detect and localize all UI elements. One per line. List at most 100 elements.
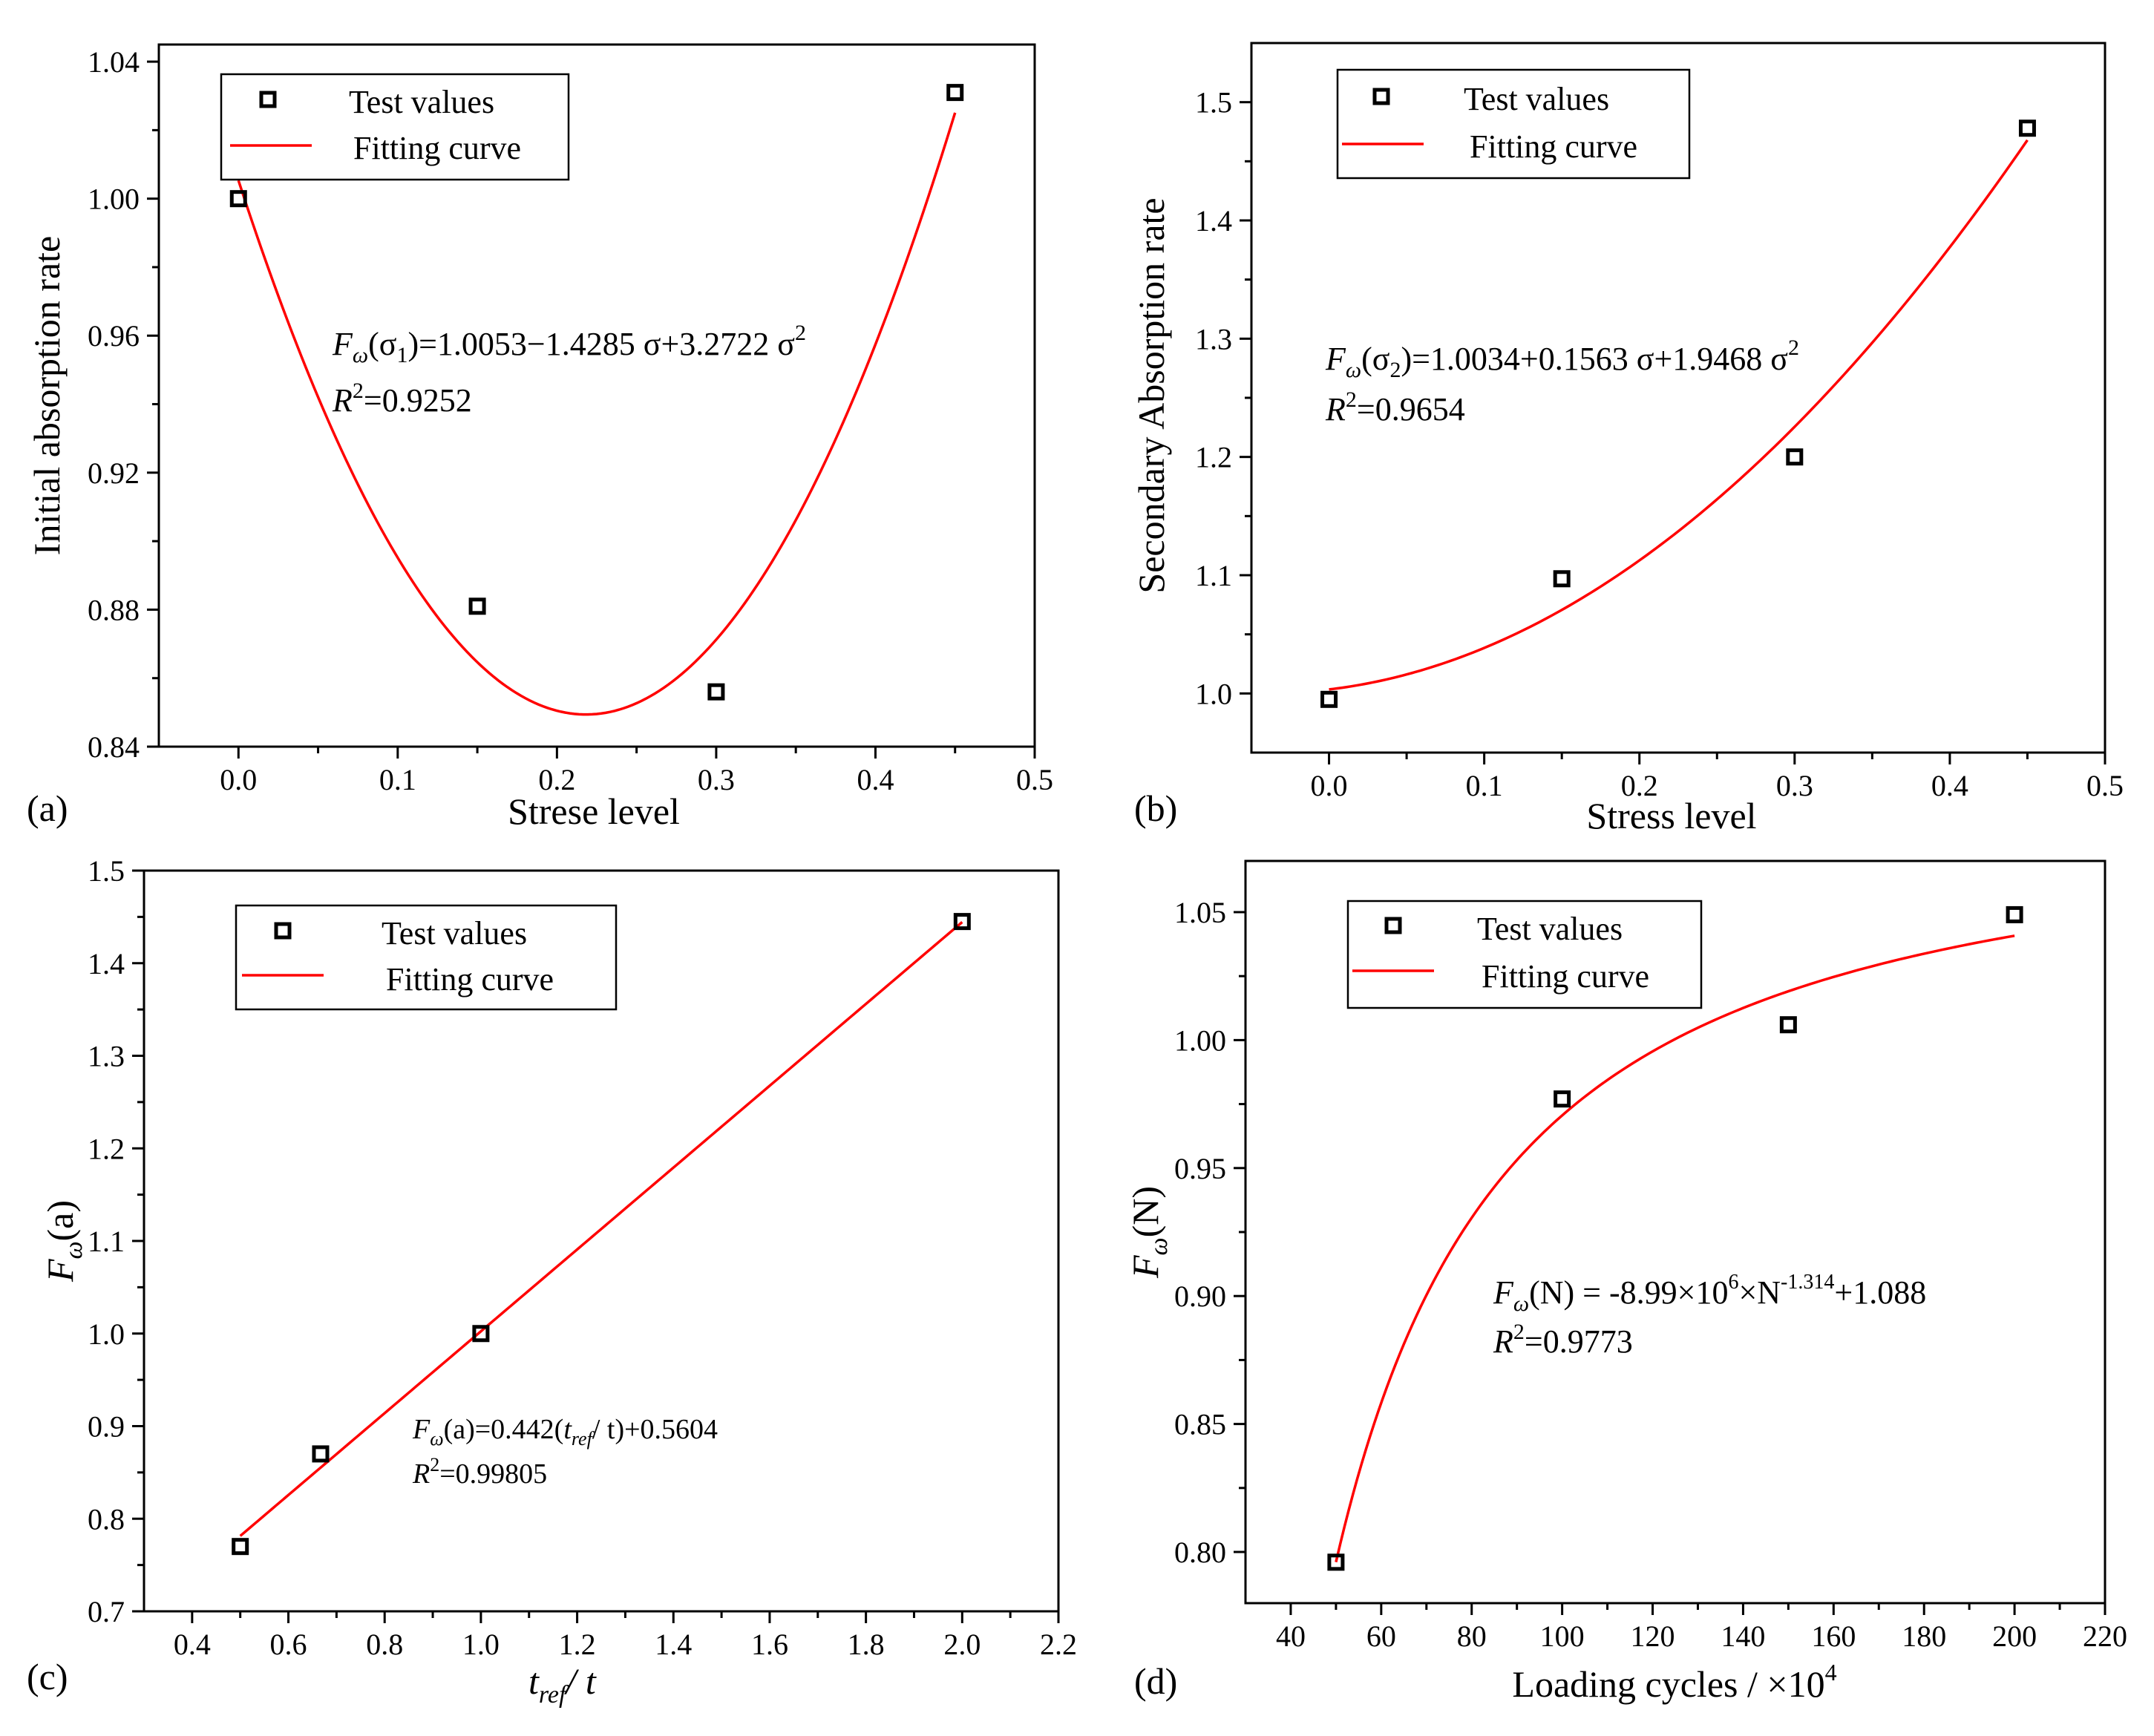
x-tick-label: 0.1: [379, 763, 416, 796]
data-point: [1327, 1553, 1345, 1571]
data-point: [472, 1325, 490, 1343]
x-ticks: 0.0 0.1 0.2 0.3 0.4 0.5: [220, 747, 1053, 796]
legend-marker-icon: [259, 91, 277, 108]
legend-box: [1346, 900, 1703, 1009]
legend-test-values: Test values: [382, 915, 527, 951]
x-axis-label: tref/ t: [528, 1660, 597, 1709]
y-tick-label: 0.90: [1174, 1280, 1226, 1313]
y-tick-label: 1.1: [1195, 559, 1232, 592]
y-tick-label: 1.3: [88, 1040, 125, 1073]
y-tick-label: 0.88: [88, 593, 140, 626]
y-tick-label: 1.1: [88, 1225, 125, 1258]
x-tick-label: 1.4: [655, 1628, 692, 1661]
x-tick-label: 0.4: [1931, 769, 1968, 802]
legend-fitting-curve: Fitting curve: [386, 961, 554, 998]
x-tick-label: 1.2: [559, 1628, 596, 1661]
data-point: [1786, 448, 1804, 466]
fit-equation: Fω(N) = -8.99×106×N-1.314+1.088: [1493, 1271, 1926, 1316]
legend-fitting-curve: Fitting curve: [353, 130, 521, 166]
x-tick-label: 1.0: [462, 1628, 500, 1661]
legend-marker-icon: [274, 922, 292, 940]
x-tick-label: 140: [1721, 1619, 1765, 1653]
x-tick-label: 120: [1631, 1619, 1675, 1653]
x-axis-label: Strese level: [508, 790, 680, 832]
fit-equation: Fω(a)=0.442(tref/ t)+0.5604: [412, 1414, 718, 1450]
x-tick-label: 0.0: [220, 763, 257, 796]
x-tick-label: 160: [1811, 1619, 1856, 1653]
fit-equation: Fω(σ1)=1.0053−1.4285 σ+3.2722 σ2: [332, 321, 806, 367]
y-tick-label: 1.2: [1195, 441, 1232, 474]
x-tick-label: 180: [1902, 1619, 1946, 1653]
x-tick-label: 0.3: [698, 763, 735, 796]
y-axis-label: Secondary Absorption rate: [1130, 197, 1172, 593]
y-tick-label: 1.5: [88, 854, 125, 888]
x-tick-label: 80: [1457, 1619, 1487, 1653]
y-tick-label: 1.0: [88, 1317, 125, 1351]
legend-test-values: Test values: [1477, 911, 1623, 947]
fitting-curve: [237, 112, 957, 716]
data-point: [1554, 1090, 1571, 1108]
x-axis-label: Stress level: [1586, 795, 1756, 836]
y-tick-label: 1.3: [1195, 322, 1232, 356]
fitting-curve: [239, 921, 963, 1537]
y-tick-label: 1.00: [88, 183, 140, 216]
y-tick-label: 0.80: [1174, 1536, 1226, 1569]
y-tick-label: 1.4: [88, 947, 125, 980]
y-tick-label: 1.00: [1174, 1023, 1226, 1057]
data-points: [1327, 905, 2023, 1571]
x-tick-label: 200: [1992, 1619, 2037, 1653]
fit-r-squared: R2=0.9773: [1493, 1320, 1633, 1360]
y-tick-label: 0.95: [1174, 1152, 1226, 1185]
x-tick-label: 1.8: [848, 1628, 885, 1661]
fitting-curve: [1335, 934, 2015, 1563]
y-tick-label: 0.9: [88, 1410, 125, 1444]
x-tick-label: 0.2: [1621, 769, 1658, 802]
data-point: [468, 597, 486, 615]
data-point: [312, 1445, 330, 1463]
x-ticks: 0.0 0.1 0.2 0.3 0.4 0.5: [1311, 753, 2124, 802]
y-tick-label: 0.7: [88, 1595, 125, 1628]
legend-box: [235, 904, 618, 1011]
legend: Test values Fitting curve: [1336, 68, 1691, 180]
fitting-curve: [1329, 139, 2029, 691]
y-axis-label: Initial absorption rate: [26, 236, 68, 555]
x-tick-label: 0.4: [174, 1628, 211, 1661]
x-tick-label: 1.6: [751, 1628, 788, 1661]
y-tick-label: 0.92: [88, 456, 140, 490]
legend-fitting-curve: Fitting curve: [1470, 128, 1637, 165]
x-tick-label: 2.0: [943, 1628, 981, 1661]
data-points: [229, 84, 964, 701]
data-point: [946, 84, 964, 102]
panel-label: (b): [1134, 787, 1177, 829]
data-point: [2006, 905, 2023, 923]
data-points: [1320, 119, 2036, 708]
data-point: [2018, 119, 2036, 137]
x-tick-label: 220: [2083, 1619, 2127, 1653]
x-tick-label: 0.0: [1311, 769, 1348, 802]
y-axis-label: Fω(N): [1125, 1186, 1173, 1279]
x-tick-label: 0.5: [2086, 769, 2124, 802]
y-axis-label: Fω(a): [39, 1200, 88, 1283]
x-axis-label: Loading cycles / ×104: [1512, 1659, 1836, 1705]
y-tick-label: 1.4: [1195, 204, 1232, 238]
legend: Test values Fitting curve: [220, 73, 570, 181]
x-tick-label: 0.1: [1466, 769, 1503, 802]
legend-test-values: Test values: [1464, 81, 1609, 117]
x-ticks: 0.4 0.6 0.8 1.0 1.2 1.4 1.6 1.8 2.0 2.2: [174, 1611, 1077, 1661]
x-tick-label: 0.5: [1016, 763, 1053, 796]
legend-test-values: Test values: [349, 84, 494, 120]
y-ticks: 0.80 0.85 0.90 0.95 1.00 1.05: [1174, 896, 1245, 1569]
data-point: [232, 1538, 249, 1556]
x-tick-label: 0.3: [1776, 769, 1813, 802]
fit-equation: Fω(σ2)=1.0034+0.1563 σ+1.9468 σ2: [1325, 335, 1799, 382]
fit-r-squared: R2=0.9654: [1325, 387, 1465, 428]
x-tick-label: 100: [1540, 1619, 1585, 1653]
legend-box: [1336, 68, 1691, 180]
fit-r-squared: R2=0.9252: [332, 379, 472, 419]
data-point: [953, 913, 971, 931]
data-point: [1553, 570, 1571, 588]
y-tick-label: 1.0: [1195, 677, 1232, 710]
x-tick-label: 2.2: [1040, 1628, 1077, 1661]
y-tick-label: 0.85: [1174, 1408, 1226, 1441]
